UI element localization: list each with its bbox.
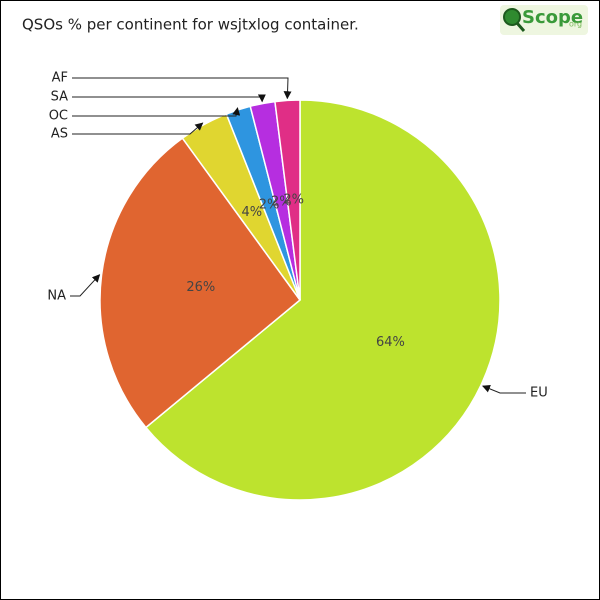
slice-label: OC <box>49 109 68 124</box>
value-label: 2% <box>283 193 304 208</box>
leader-line <box>72 77 292 100</box>
pie-slice <box>144 99 501 501</box>
leader-line <box>72 107 241 117</box>
slice-label: AS <box>51 127 68 142</box>
chart-title: QSOs % per continent for wsjtxlog contai… <box>22 16 359 34</box>
pie-slice <box>274 99 301 301</box>
slice-label: SA <box>51 90 68 105</box>
logo: Scope org <box>500 5 588 35</box>
leader-line <box>72 122 204 135</box>
slice-label: NA <box>47 289 66 304</box>
logo-icon <box>503 8 521 26</box>
value-label: 64% <box>376 335 405 350</box>
value-label: 26% <box>186 280 215 295</box>
slice-label: AF <box>52 71 68 86</box>
logo-text: Scope <box>522 7 583 28</box>
pie-slice <box>99 137 302 429</box>
leader-line <box>70 274 101 297</box>
logo-suffix: org <box>569 20 582 29</box>
leader-line <box>482 385 526 394</box>
value-label: 4% <box>242 205 263 220</box>
value-label: 2% <box>271 194 292 209</box>
value-label: 2% <box>259 197 280 212</box>
leader-line <box>72 94 266 103</box>
logo-handle <box>515 22 526 32</box>
slice-label: EU <box>530 386 548 401</box>
